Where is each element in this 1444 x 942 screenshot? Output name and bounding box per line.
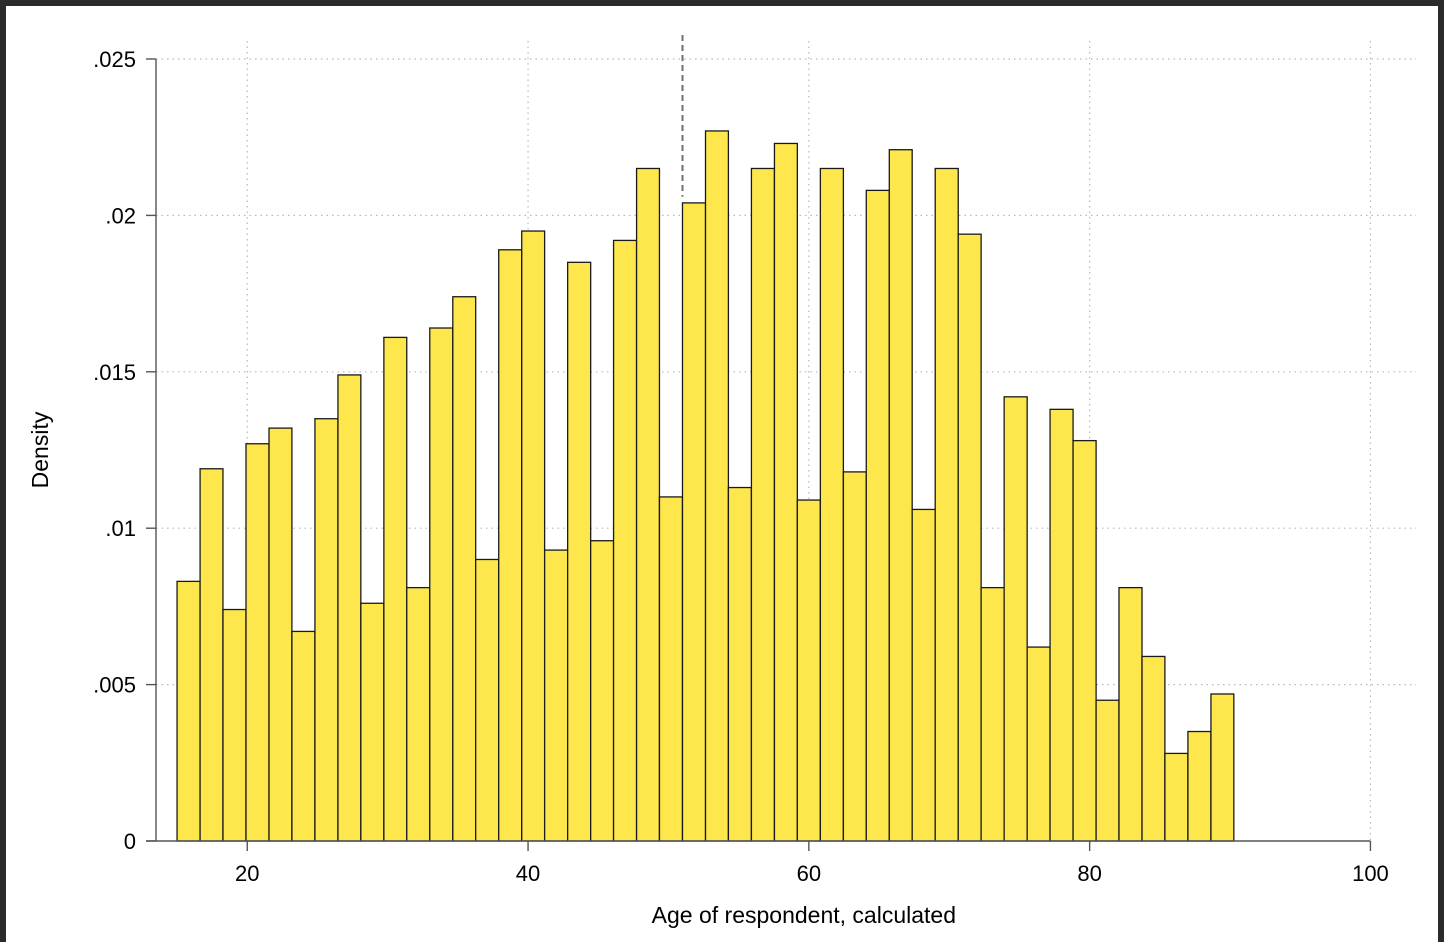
bars-layer — [176, 130, 1235, 842]
histogram-bar — [566, 261, 592, 842]
histogram-bar — [796, 499, 822, 842]
histogram-bar — [452, 296, 477, 842]
x-tick-label: 100 — [1352, 861, 1389, 886]
histogram-bar — [498, 249, 523, 842]
histogram-bar — [1003, 396, 1028, 842]
histogram-bar — [842, 471, 867, 842]
x-tick-label: 20 — [235, 861, 259, 886]
y-tick-label: .02 — [105, 203, 136, 228]
histogram-bar — [750, 167, 776, 842]
y-tick-label: .015 — [93, 360, 136, 385]
histogram-bar — [1141, 655, 1166, 842]
histogram-chart: 0 .005 .01 .015 .02 .025 20 40 60 80 100 Density A… — [27, 35, 1416, 928]
histogram-bar — [475, 558, 500, 842]
histogram-bar — [543, 549, 569, 842]
y-tick-label: 0 — [124, 829, 136, 854]
y-axis-title: Density — [27, 411, 53, 488]
histogram-bar — [1187, 730, 1212, 842]
histogram-bar — [268, 427, 293, 842]
histogram-bar — [245, 443, 270, 842]
histogram-bar — [1049, 408, 1074, 842]
histogram-bar — [590, 540, 615, 842]
histogram-bar — [635, 167, 661, 842]
histogram-bar — [1118, 586, 1143, 842]
histogram-bar — [819, 167, 845, 842]
y-tick-label: .01 — [105, 516, 136, 541]
histogram-bar — [727, 486, 753, 842]
x-axis-title: Age of respondent, calculated — [652, 902, 956, 928]
histogram-bar — [222, 608, 247, 842]
histogram-bar — [681, 202, 707, 842]
histogram-bar — [176, 580, 201, 842]
histogram-bar — [1026, 646, 1051, 842]
histogram-bar — [1095, 699, 1120, 842]
histogram-bar — [658, 496, 684, 842]
histogram-bar — [291, 630, 316, 842]
histogram-bar — [704, 130, 730, 842]
histogram-bar — [199, 468, 224, 842]
axis-layer: 0 .005 .01 .015 .02 .025 20 40 60 80 100 — [93, 47, 1389, 886]
histogram-bar — [865, 189, 890, 842]
histogram-bar — [1072, 439, 1097, 842]
histogram-bar — [612, 239, 638, 842]
chart-frame: 0 .005 .01 .015 .02 .025 20 40 60 80 100 Density A… — [6, 6, 1438, 942]
y-tick-label: .025 — [93, 47, 136, 72]
histogram-bar — [957, 233, 982, 842]
histogram-bar — [360, 602, 385, 842]
histogram-bar — [911, 508, 936, 842]
histogram-bar — [429, 327, 454, 842]
histogram-bar — [314, 418, 339, 842]
histogram-bar — [773, 142, 798, 842]
y-tick-label: .005 — [93, 673, 136, 698]
x-tick-label: 80 — [1077, 861, 1101, 886]
x-tick-label: 60 — [797, 861, 821, 886]
histogram-bar — [980, 586, 1005, 842]
histogram-bar — [1210, 693, 1235, 842]
histogram-bar — [521, 230, 546, 842]
histogram-bar — [1164, 752, 1189, 842]
histogram-bar — [888, 149, 913, 842]
histogram-bar — [383, 336, 408, 842]
histogram-bar — [337, 374, 362, 842]
histogram-bar — [934, 167, 959, 842]
x-tick-label: 40 — [516, 861, 540, 886]
histogram-bar — [406, 586, 431, 842]
